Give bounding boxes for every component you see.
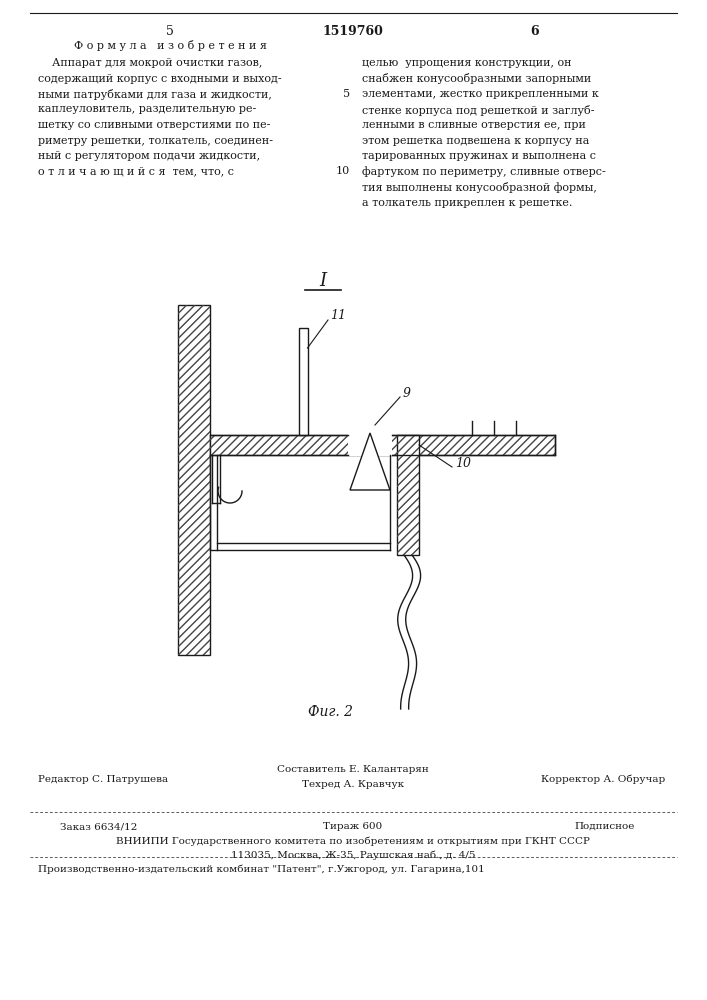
Text: Ф о р м у л а   и з о б р е т е н и я: Ф о р м у л а и з о б р е т е н и я [74, 40, 267, 51]
Text: 5: 5 [166, 25, 174, 38]
Text: I: I [320, 272, 327, 290]
Bar [397, 435, 419, 555]
Bar [210, 435, 555, 455]
Bar [298, 328, 308, 435]
Text: Производственно-издательский комбинат "Патент", г.Ужгород, ул. Гагарина,101: Производственно-издательский комбинат "П… [38, 865, 485, 874]
Text: 10: 10 [336, 166, 350, 176]
Text: 5: 5 [343, 89, 350, 99]
Text: ленными в сливные отверстия ее, при: ленными в сливные отверстия ее, при [362, 120, 586, 130]
Text: Составитель Е. Калантарян: Составитель Е. Калантарян [277, 765, 429, 774]
Bar [348, 434, 392, 456]
Text: Фиг. 2: Фиг. 2 [308, 705, 353, 719]
Text: 11: 11 [330, 309, 346, 322]
Text: Аппарат для мокрой очистки газов,: Аппарат для мокрой очистки газов, [38, 58, 262, 68]
Text: элементами, жестко прикрепленными к: элементами, жестко прикрепленными к [362, 89, 599, 99]
Text: каплеуловитель, разделительную ре-: каплеуловитель, разделительную ре- [38, 104, 256, 114]
Text: ный с регулятором подачи жидкости,: ный с регулятором подачи жидкости, [38, 151, 260, 161]
Text: о т л и ч а ю щ и й с я  тем, что, с: о т л и ч а ю щ и й с я тем, что, с [38, 166, 234, 176]
Text: 9: 9 [403, 387, 411, 400]
Bar [178, 305, 210, 655]
Text: фартуком по периметру, сливные отверс-: фартуком по периметру, сливные отверс- [362, 166, 606, 177]
Text: а толкатель прикреплен к решетке.: а толкатель прикреплен к решетке. [362, 198, 573, 208]
Bar [178, 305, 210, 655]
Text: этом решетка подвешена к корпусу на: этом решетка подвешена к корпусу на [362, 135, 590, 145]
Text: стенке корпуса под решеткой и заглуб-: стенке корпуса под решеткой и заглуб- [362, 104, 595, 115]
Text: Корректор А. Обручар: Корректор А. Обручар [541, 774, 665, 784]
Text: 1519760: 1519760 [322, 25, 383, 38]
Text: 10: 10 [455, 457, 471, 470]
Text: Техред А. Кравчук: Техред А. Кравчук [302, 780, 404, 789]
Bar [210, 435, 555, 455]
Text: Редактор С. Патрушева: Редактор С. Патрушева [38, 775, 168, 784]
Text: ВНИИПИ Государственного комитета по изобретениям и открытиям при ГКНТ СССР: ВНИИПИ Государственного комитета по изоб… [116, 836, 590, 846]
Text: ными патрубками для газа и жидкости,: ными патрубками для газа и жидкости, [38, 89, 272, 100]
Text: 6: 6 [531, 25, 539, 38]
Text: тия выполнены конусообразной формы,: тия выполнены конусообразной формы, [362, 182, 597, 193]
Text: риметру решетки, толкатель, соединен-: риметру решетки, толкатель, соединен- [38, 135, 273, 145]
Text: Заказ 6634/12: Заказ 6634/12 [60, 822, 137, 831]
Bar [397, 435, 419, 555]
Polygon shape [350, 433, 390, 490]
Text: целью  упрощения конструкции, он: целью упрощения конструкции, он [362, 58, 571, 68]
Text: Тираж 600: Тираж 600 [323, 822, 382, 831]
Text: снабжен конусообразными запорными: снабжен конусообразными запорными [362, 74, 591, 85]
Text: содержащий корпус с входными и выход-: содержащий корпус с входными и выход- [38, 74, 281, 84]
Text: шетку со сливными отверстиями по пе-: шетку со сливными отверстиями по пе- [38, 120, 270, 130]
Text: 113035, Москва, Ж-35, Раушская наб., д. 4/5: 113035, Москва, Ж-35, Раушская наб., д. … [230, 850, 475, 859]
Text: Подписное: Подписное [575, 822, 635, 831]
Text: тарированных пружинах и выполнена с: тарированных пружинах и выполнена с [362, 151, 596, 161]
